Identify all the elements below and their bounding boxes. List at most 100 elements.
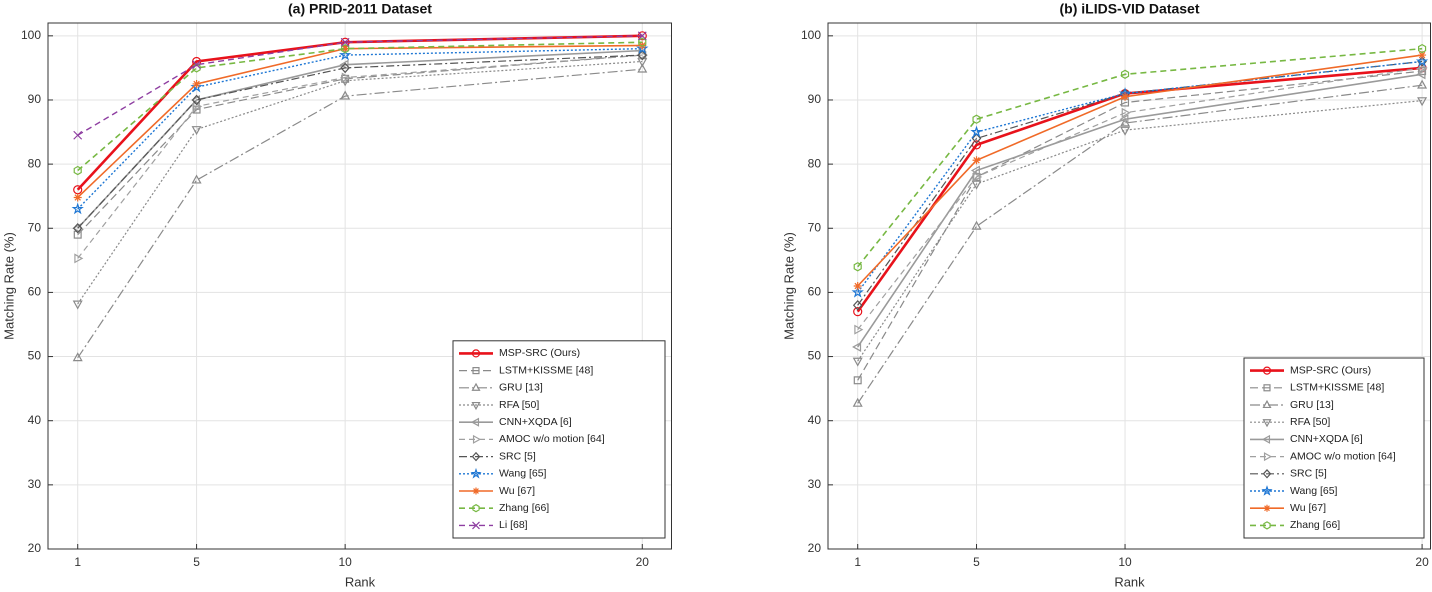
marker [1415,55,1429,67]
legend-label: CNN+XQDA [6] [1290,433,1363,445]
marker [852,397,863,407]
marker [340,37,350,47]
marker [637,49,648,61]
plot-frame [47,22,672,550]
marker [1263,504,1271,512]
marker [853,262,862,272]
series-line [77,44,643,199]
marker [1416,69,1426,80]
series-line [77,54,643,259]
marker [472,367,480,375]
legend-label: CNN+XQDA [6] [499,416,572,428]
marker [1262,469,1272,479]
series-line [856,66,1423,313]
series-line [857,54,1423,287]
marker [973,171,983,182]
marker [1120,126,1131,136]
marker [470,417,480,427]
marker [971,220,982,230]
marker [1263,452,1273,462]
marker [1121,107,1131,118]
y-tick-label: 90 [28,92,42,106]
plot-frame [827,22,1431,550]
y-tick-label: 40 [808,413,822,427]
marker [471,401,481,411]
marker [637,63,648,73]
marker [472,504,480,513]
y-tick-label: 30 [28,477,42,491]
marker [191,174,202,184]
marker [972,114,981,124]
marker [1261,434,1271,444]
marker [1418,51,1427,60]
x-tick-label: 1 [854,555,861,569]
marker [1262,419,1272,428]
legend-label: GRU [13] [499,382,543,394]
marker [1120,69,1130,80]
y-tick-label: 70 [28,220,42,234]
marker [637,31,647,41]
marker [854,324,864,335]
legend-label: MSP-SRC (Ours) [1290,364,1371,376]
y-tick-label: 100 [21,28,41,42]
x-tick-label: 20 [1415,555,1429,569]
series-line [857,70,1423,381]
series-line [857,60,1423,306]
marker [1121,92,1130,101]
legend-label: Wang [65] [1290,485,1338,497]
y-tick-label: 30 [808,477,822,491]
series-line [77,54,643,236]
marker [472,434,482,444]
marker [71,202,84,215]
x-axis-label: Rank [1114,574,1145,589]
legend-label: Li [68] [499,519,528,531]
marker [340,62,350,74]
series-line [77,41,643,172]
y-tick-label: 90 [808,92,822,106]
marker [1418,62,1428,73]
series-line [77,60,643,305]
series-line [77,47,643,210]
legend-label: Zhang [66] [499,502,549,514]
series-line [76,34,643,191]
x-axis-label: Rank [345,574,376,589]
marker [1263,521,1271,530]
legend-label: MSP-SRC (Ours) [499,347,580,359]
y-tick-label: 60 [28,285,42,299]
marker [340,90,351,100]
marker [851,285,864,298]
legend-label: AMOC w/o motion [64] [1290,450,1396,462]
marker [853,307,863,317]
marker [472,521,480,530]
chart-title: (a) PRID-2011 Dataset [288,1,432,17]
y-tick-label: 80 [28,156,42,170]
legend-label: Wu [67] [1290,502,1326,514]
x-tick-label: 1 [74,555,81,569]
series-line [857,84,1423,404]
marker [73,193,82,202]
legend-label: RFA [50] [1290,416,1330,428]
series-line [857,47,1423,268]
marker [1262,366,1272,375]
series-line [77,54,643,229]
marker [853,376,862,385]
y-tick-label: 20 [808,541,822,555]
marker [341,44,350,53]
legend-box [452,340,666,539]
marker [638,41,647,50]
marker [471,349,481,358]
y-tick-label: 40 [28,413,42,427]
marker [191,94,202,106]
marker [638,50,648,61]
marker [192,63,201,73]
marker [341,43,350,54]
marker [852,341,862,352]
marker [971,133,982,144]
marker [338,48,352,61]
marker [472,487,480,495]
marker [636,42,649,54]
marker [1263,384,1271,392]
marker [1262,399,1272,409]
x-tick-label: 20 [636,555,650,569]
